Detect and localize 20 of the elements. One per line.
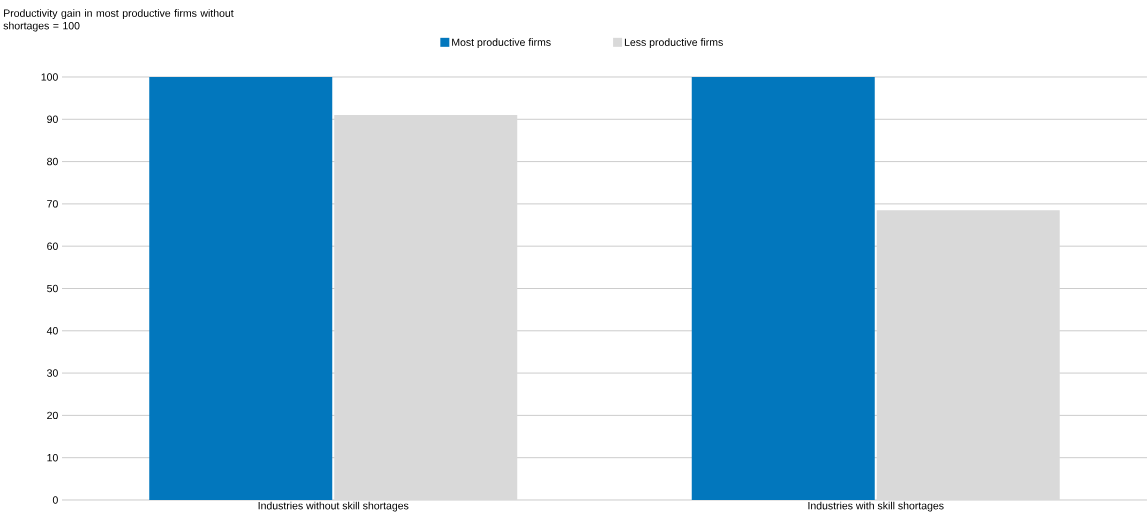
bar [876,210,1060,500]
bar [334,115,518,500]
y-tick-label: 90 [47,115,58,124]
bar [149,76,333,500]
y-tick-label: 30 [47,369,58,377]
y-tick-label: 60 [47,242,58,250]
y-tick-label: 100 [41,73,58,81]
y-axis-title: Productivity gain in most productive firms without shortages = 100 [3,9,234,32]
y-tick-label: 0 [52,496,58,504]
y-tick-label: 10 [47,453,58,462]
legend-label: Less productive firms [624,38,723,49]
bar [691,76,875,500]
y-tick-label: 20 [47,411,58,420]
y-tick-label: 80 [47,157,58,166]
y-tick-label: 50 [47,284,58,293]
y-tick-label: 40 [46,327,58,335]
y-tick-label: 70 [47,200,58,208]
x-tick-label: Industries with skill shortages [808,501,944,512]
x-tick-label: Industries without skill shortages [258,501,409,512]
legend-label: Most productive firms [452,38,551,49]
